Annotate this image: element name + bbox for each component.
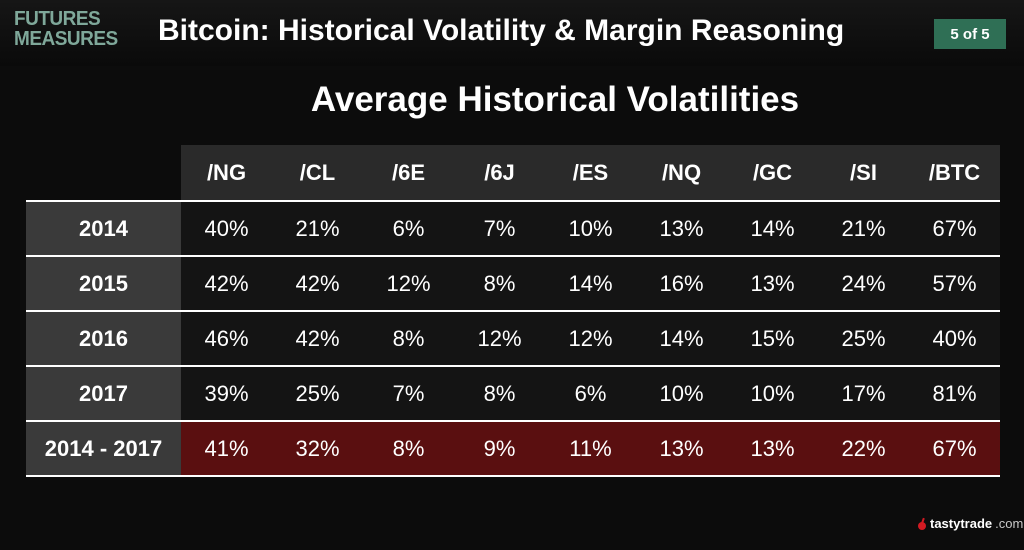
table-cell: 10% xyxy=(636,366,727,422)
table-cell: 16% xyxy=(636,256,727,312)
table-cell: 41% xyxy=(181,421,272,477)
row-label: 2014 xyxy=(26,201,181,257)
table-cell: 81% xyxy=(909,366,1000,422)
table-cell: 21% xyxy=(272,201,363,257)
column-header: /NQ xyxy=(636,145,727,202)
table-cell: 25% xyxy=(818,311,909,367)
table-cell: 12% xyxy=(545,311,636,367)
table-cell: 40% xyxy=(909,311,1000,367)
table-cell: 13% xyxy=(727,256,818,312)
header-corner-cell xyxy=(26,145,181,202)
table-cell: 14% xyxy=(727,201,818,257)
table-cell: 40% xyxy=(181,201,272,257)
row-label: 2014 - 2017 xyxy=(26,421,181,477)
table-row: 2014 40% 21% 6% 7% 10% 13% 14% 21% 67% xyxy=(26,201,1000,257)
logo-line-2: MEASURES xyxy=(14,27,118,50)
column-header: /SI xyxy=(818,145,909,202)
table-cell: 22% xyxy=(818,421,909,477)
column-header: /GC xyxy=(727,145,818,202)
row-label: 2017 xyxy=(26,366,181,422)
brand-name: tastytrade xyxy=(930,516,993,531)
table-cell: 13% xyxy=(636,421,727,477)
table-cell: 25% xyxy=(272,366,363,422)
table-cell: 11% xyxy=(545,421,636,477)
table-cell: 42% xyxy=(272,256,363,312)
column-header: /6E xyxy=(363,145,454,202)
table-cell: 7% xyxy=(363,366,454,422)
table-cell: 17% xyxy=(818,366,909,422)
row-label: 2015 xyxy=(26,256,181,312)
row-label: 2016 xyxy=(26,311,181,367)
table-row: 2016 46% 42% 8% 12% 12% 14% 15% 25% 40% xyxy=(26,311,1000,367)
table-cell: 67% xyxy=(909,201,1000,257)
table-cell: 8% xyxy=(454,366,545,422)
table-cell: 39% xyxy=(181,366,272,422)
table-cell: 9% xyxy=(454,421,545,477)
slide-title: Average Historical Volatilities xyxy=(310,80,800,119)
column-header: /NG xyxy=(181,145,272,202)
table-cell: 8% xyxy=(363,421,454,477)
average-row: 2014 - 2017 41% 32% 8% 9% 11% 13% 13% 22… xyxy=(26,421,1000,477)
table-cell: 67% xyxy=(909,421,1000,477)
table-cell: 7% xyxy=(454,201,545,257)
table-header-row: /NG /CL /6E /6J /ES /NQ /GC /SI /BTC xyxy=(26,145,1000,202)
futures-measures-logo: FUTURES MEASURES xyxy=(14,9,124,49)
volatility-table: /NG /CL /6E /6J /ES /NQ /GC /SI /BTC 201… xyxy=(26,145,1000,477)
table-cell: 12% xyxy=(363,256,454,312)
page-indicator-badge: 5 of 5 xyxy=(934,19,1006,49)
top-bar xyxy=(0,0,1024,66)
table-cell: 10% xyxy=(545,201,636,257)
cherry-icon xyxy=(918,518,927,530)
table-cell: 15% xyxy=(727,311,818,367)
tastytrade-brand: tastytrade .com xyxy=(918,516,1023,531)
table-cell: 14% xyxy=(636,311,727,367)
table-cell: 42% xyxy=(272,311,363,367)
table-cell: 57% xyxy=(909,256,1000,312)
table-row: 2017 39% 25% 7% 8% 6% 10% 10% 17% 81% xyxy=(26,366,1000,422)
table-cell: 12% xyxy=(454,311,545,367)
table-row: 2015 42% 42% 12% 8% 14% 16% 13% 24% 57% xyxy=(26,256,1000,312)
table-cell: 8% xyxy=(363,311,454,367)
table-cell: 32% xyxy=(272,421,363,477)
table-cell: 13% xyxy=(636,201,727,257)
table-cell: 21% xyxy=(818,201,909,257)
column-header: /BTC xyxy=(909,145,1000,202)
table-cell: 42% xyxy=(181,256,272,312)
brand-suffix: .com xyxy=(995,516,1024,531)
table-cell: 24% xyxy=(818,256,909,312)
table-cell: 46% xyxy=(181,311,272,367)
column-header: /6J xyxy=(454,145,545,202)
column-header: /CL xyxy=(272,145,363,202)
table-cell: 6% xyxy=(363,201,454,257)
column-header: /ES xyxy=(545,145,636,202)
table-cell: 6% xyxy=(545,366,636,422)
table-cell: 10% xyxy=(727,366,818,422)
table-cell: 13% xyxy=(727,421,818,477)
table-cell: 14% xyxy=(545,256,636,312)
logo-line-1: FUTURES xyxy=(14,8,101,31)
table-cell: 8% xyxy=(454,256,545,312)
header-title: Bitcoin: Historical Volatility & Margin … xyxy=(158,14,845,47)
